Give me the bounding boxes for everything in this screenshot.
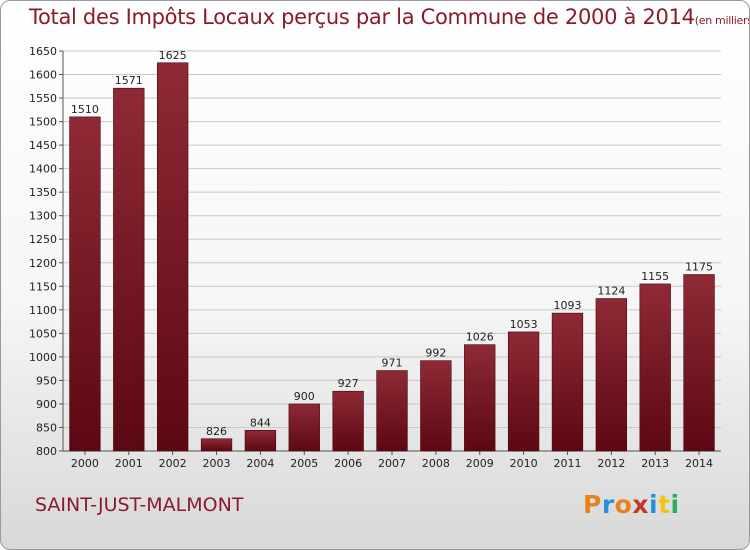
y-tick-label: 1000	[29, 351, 57, 364]
y-tick-label: 1500	[29, 116, 57, 129]
bar	[551, 312, 584, 452]
x-tick-label: 2006	[334, 457, 362, 470]
bar	[464, 344, 496, 452]
bar	[376, 370, 408, 452]
x-tick-label: 2004	[246, 457, 274, 470]
data-label: 1571	[115, 74, 143, 87]
x-tick-label: 2013	[641, 457, 669, 470]
x-tick-label: 2005	[290, 457, 318, 470]
y-tick-label: 1100	[29, 304, 57, 317]
data-label: 826	[206, 425, 227, 438]
y-tick-label: 800	[36, 445, 57, 458]
y-tick-label: 1600	[29, 69, 57, 82]
x-tick-label: 2007	[378, 457, 406, 470]
x-tick-label: 2012	[597, 457, 625, 470]
logo-letter: i	[649, 490, 659, 519]
logo-letter: r	[601, 490, 615, 519]
y-tick-label: 1350	[29, 186, 57, 199]
y-tick-label: 850	[36, 421, 57, 434]
bar	[288, 403, 320, 452]
data-label: 1124	[597, 285, 625, 298]
y-tick-label: 950	[36, 374, 57, 387]
data-label: 900	[294, 390, 315, 403]
bar	[200, 438, 233, 452]
logo-letter: x	[632, 490, 649, 519]
bar	[639, 283, 671, 452]
logo-letter: i	[670, 490, 680, 519]
logo-letter: o	[614, 490, 633, 519]
bar	[332, 390, 364, 452]
y-tick-label: 900	[36, 398, 57, 411]
bar	[157, 62, 189, 452]
bar	[244, 429, 277, 452]
y-tick-label: 1200	[29, 257, 57, 270]
data-label: 927	[338, 377, 359, 390]
logo-letter: P	[583, 490, 602, 519]
data-label: 1053	[510, 318, 538, 331]
data-label: 1625	[159, 49, 187, 62]
data-label: 1155	[641, 270, 669, 283]
data-label: 1175	[685, 261, 713, 274]
data-label: 1093	[553, 299, 581, 312]
data-label: 1510	[71, 103, 99, 116]
chart-unit: (en milliers d'€)	[694, 14, 750, 27]
bar	[507, 331, 540, 452]
x-tick-label: 2001	[115, 457, 143, 470]
y-tick-label: 1550	[29, 92, 57, 105]
x-tick-label: 2003	[203, 457, 231, 470]
bars	[69, 62, 715, 452]
x-tick-label: 2010	[510, 457, 538, 470]
x-tick-label: 2009	[466, 457, 494, 470]
x-tick-label: 2011	[553, 457, 581, 470]
bar	[69, 116, 101, 452]
y-tick-label: 1250	[29, 233, 57, 246]
bar	[683, 274, 715, 452]
y-tick-label: 1150	[29, 280, 57, 293]
y-tick-label: 1300	[29, 210, 57, 223]
chart-title-text: Total des Impôts Locaux perçus par la Co…	[29, 5, 695, 29]
commune-name: SAINT-JUST-MALMONT	[35, 494, 244, 516]
x-tick-label: 2000	[71, 457, 99, 470]
x-tick-label: 2002	[159, 457, 187, 470]
logo-letter: t	[658, 490, 671, 519]
data-label: 844	[250, 416, 271, 429]
bar	[595, 298, 627, 452]
y-tick-label: 1650	[29, 45, 57, 58]
data-labels: 1510 1571 1625 826 844 900 927 971 992 1026 1053 10…	[71, 49, 713, 438]
chart-title: Total des Impôts Locaux perçus par la Co…	[29, 5, 750, 29]
x-tick-label: 2014	[685, 457, 713, 470]
y-tick-label: 1450	[29, 139, 57, 152]
data-label: 971	[382, 357, 403, 370]
y-tick-label: 1050	[29, 327, 57, 340]
x-tick-label: 2008	[422, 457, 450, 470]
bar	[420, 360, 452, 452]
y-tick-label: 1400	[29, 163, 57, 176]
data-label: 1026	[466, 331, 494, 344]
data-label: 992	[425, 347, 446, 360]
bar	[113, 87, 145, 452]
proxiti-logo[interactable]: Proxiti	[583, 490, 680, 519]
